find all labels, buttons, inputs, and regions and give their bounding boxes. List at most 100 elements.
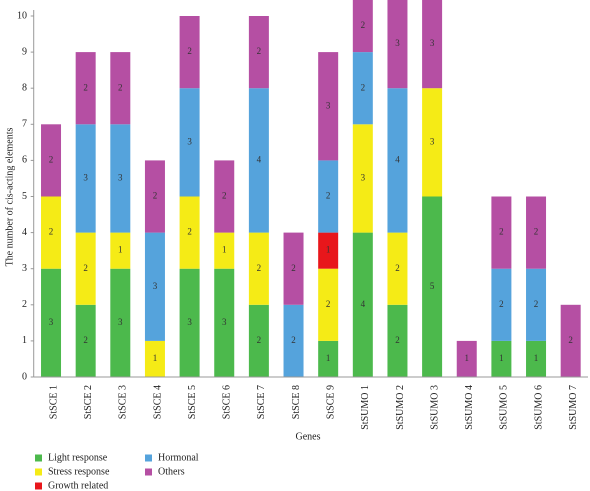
bar-segment [214, 160, 235, 233]
bar-segment [318, 232, 339, 269]
y-tick-label: 3 [22, 263, 27, 274]
bar-segment [214, 232, 235, 269]
bar-segment [144, 232, 165, 341]
bar-segment [352, 232, 373, 377]
x-tick-label: StSUMO 5 [499, 385, 510, 430]
segment-label: 2 [257, 46, 262, 56]
bar-segment [422, 196, 443, 377]
bar-segment [318, 160, 339, 233]
segment-label: 3 [118, 173, 123, 183]
bar-segment [144, 160, 165, 233]
x-tick-label: StSCE 9 [325, 385, 336, 419]
segment-label: 2 [291, 335, 296, 345]
bar-segment [179, 268, 200, 377]
segment-label: 2 [326, 191, 331, 201]
x-tick-label: StSCE 4 [152, 385, 163, 419]
bar-segment [491, 340, 512, 377]
bar-segment [283, 304, 304, 377]
segment-label: 2 [395, 335, 400, 345]
x-tick-label: StSCE 5 [187, 385, 198, 419]
segment-label: 1 [222, 245, 227, 255]
segment-label: 2 [153, 191, 158, 201]
segment-label: 2 [83, 82, 88, 92]
bar-segment [283, 232, 304, 305]
bar-segment [526, 196, 547, 269]
bar-segment [456, 340, 477, 377]
segment-label: 2 [361, 20, 366, 30]
segment-label: 2 [118, 82, 123, 92]
legend-label: Stress response [48, 466, 110, 477]
x-tick-label: StSCE 2 [83, 385, 94, 419]
segment-label: 2 [291, 263, 296, 273]
segment-label: 2 [187, 227, 192, 237]
x-tick-label: StSCE 3 [118, 385, 129, 419]
x-axis-title: Genes [296, 431, 321, 442]
y-axis-title: The number of cis-acting elements [4, 127, 15, 266]
legend-swatch [35, 482, 42, 490]
bar-segment [526, 268, 547, 341]
bar-segment [387, 304, 408, 377]
segment-label: 3 [430, 38, 435, 48]
bar-segment [41, 196, 62, 269]
bar-segment [214, 268, 235, 377]
segment-label: 2 [83, 263, 88, 273]
y-tick-label: 8 [22, 82, 27, 93]
bar-segment [352, 124, 373, 233]
segment-label: 1 [153, 353, 158, 363]
segment-label: 2 [534, 227, 539, 237]
y-tick-label: 4 [22, 227, 27, 238]
x-tick-label: StSUMO 1 [360, 385, 371, 430]
x-tick-label: StSUMO 4 [464, 385, 475, 430]
x-tick-label: StSUMO 3 [429, 385, 440, 430]
segment-label: 2 [49, 154, 54, 164]
segment-label: 3 [187, 136, 192, 146]
y-tick-label: 9 [22, 46, 27, 57]
bar-segment [387, 232, 408, 305]
x-tick-label: StSCE 6 [222, 385, 233, 419]
bar-segment [352, 0, 373, 53]
segment-label: 3 [118, 317, 123, 327]
x-tick-label: StSUMO 6 [533, 385, 544, 430]
bar-segment [387, 0, 408, 89]
bar-segment [560, 304, 581, 377]
bar-segment [110, 268, 131, 377]
segment-label: 2 [257, 263, 262, 273]
bar-segment [318, 52, 339, 161]
segment-label: 2 [499, 227, 504, 237]
segment-label: 2 [49, 227, 54, 237]
y-tick-label: 1 [22, 335, 27, 346]
segment-label: 2 [395, 263, 400, 273]
segment-label: 3 [395, 38, 400, 48]
segment-label: 3 [153, 281, 158, 291]
segment-label: 2 [499, 299, 504, 309]
bar-segment [387, 88, 408, 233]
bar-segment [75, 52, 96, 125]
bar-segment [422, 0, 443, 89]
segment-label: 3 [430, 136, 435, 146]
segment-label: 2 [83, 335, 88, 345]
bar-segment [110, 124, 131, 233]
y-tick-label: 10 [17, 10, 27, 21]
legend-label: Others [158, 466, 185, 477]
segment-label: 1 [534, 353, 539, 363]
legend-label: Hormonal [158, 452, 199, 463]
segment-label: 2 [222, 191, 227, 201]
segment-label: 3 [187, 317, 192, 327]
segment-label: 2 [361, 82, 366, 92]
bar-segment [179, 196, 200, 269]
y-tick-label: 7 [22, 119, 27, 130]
segment-label: 1 [326, 245, 331, 255]
bar-segment [248, 16, 269, 89]
segment-label: 1 [499, 353, 504, 363]
bar-segment [110, 52, 131, 125]
segment-label: 3 [361, 173, 366, 183]
segment-label: 3 [49, 317, 54, 327]
bar-segment [110, 232, 131, 269]
y-tick-label: 2 [22, 299, 27, 310]
bar-segment [248, 88, 269, 233]
segment-label: 4 [361, 299, 366, 309]
segment-label: 2 [187, 46, 192, 56]
bar-segment [75, 124, 96, 233]
legend-label: Growth related [48, 480, 108, 491]
bar-segment [179, 16, 200, 89]
